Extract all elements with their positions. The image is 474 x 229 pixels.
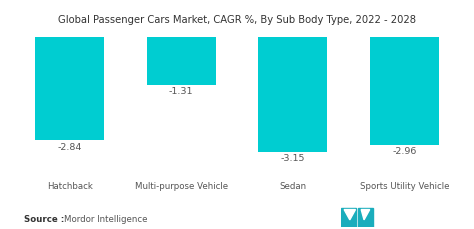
Bar — [258, 37, 328, 152]
Bar — [35, 37, 104, 140]
Polygon shape — [358, 208, 373, 227]
Text: -2.96: -2.96 — [392, 147, 417, 156]
Text: Mordor Intelligence: Mordor Intelligence — [64, 215, 147, 224]
Text: -1.31: -1.31 — [169, 87, 193, 96]
Polygon shape — [341, 208, 356, 227]
Polygon shape — [361, 210, 370, 220]
Text: -3.15: -3.15 — [281, 154, 305, 163]
Title: Global Passenger Cars Market, CAGR %, By Sub Body Type, 2022 - 2028: Global Passenger Cars Market, CAGR %, By… — [58, 15, 416, 25]
Bar — [146, 37, 216, 85]
Bar — [370, 37, 439, 145]
Polygon shape — [344, 210, 356, 220]
Text: Source :: Source : — [24, 215, 64, 224]
Text: -2.84: -2.84 — [57, 143, 82, 152]
